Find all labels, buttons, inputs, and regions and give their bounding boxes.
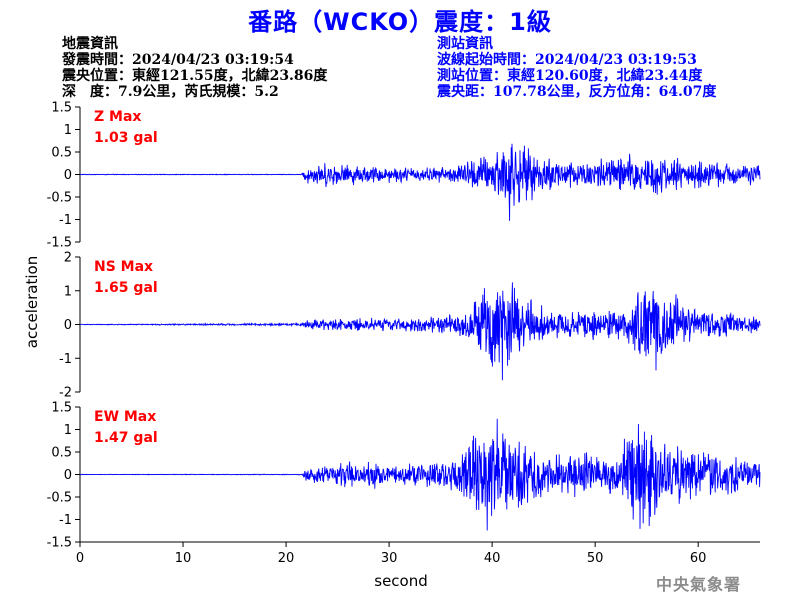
distance-azimuth: 震央距：107.78公里，反方位角：64.07度: [437, 84, 717, 100]
y-tick-label: -2: [59, 386, 72, 401]
x-tick-label: 30: [381, 551, 398, 566]
y-tick-label: -1: [59, 352, 72, 367]
y-tick-label: 1: [64, 123, 72, 138]
y-tick-label: 0.5: [51, 146, 72, 161]
station-info-heading: 測站資訊: [437, 36, 493, 52]
y-tick-label: 1.5: [51, 101, 72, 116]
y-tick-label: -1.5: [47, 536, 72, 551]
max-title-z: Z Max: [94, 109, 141, 125]
max-title-ew: EW Max: [94, 409, 156, 425]
agency-watermark: 中央氣象署: [656, 575, 742, 594]
y-tick-label: -0.5: [47, 491, 72, 506]
station-info: 測站資訊 波線起始時間：2024/04/23 03:19:53 測站位置：東經1…: [437, 36, 716, 100]
x-tick-label: 50: [587, 551, 604, 566]
y-tick-label: -0.5: [47, 191, 72, 206]
y-tick-label: 1: [64, 423, 72, 438]
y-tick-label: -1: [59, 513, 72, 528]
max-value-z: 1.03 gal: [94, 130, 158, 146]
y-tick-label: -1: [59, 213, 72, 228]
max-value-ns: 1.65 gal: [94, 280, 158, 296]
y-tick-label: 0.5: [51, 446, 72, 461]
y-tick-label: 0: [64, 318, 72, 333]
waveform-ns: [79, 282, 761, 381]
depth-magnitude: 深 度：7.9公里，芮氏規模：5.2: [62, 84, 279, 100]
x-tick-label: 60: [690, 551, 707, 566]
earthquake-info-heading: 地震資訊: [62, 36, 118, 52]
epicenter-location: 震央位置：東經121.55度，北緯23.86度: [62, 68, 328, 84]
waveform-ew: [79, 418, 761, 531]
earthquake-info: 地震資訊 發震時間：2024/04/23 03:19:54 震央位置：東經121…: [62, 36, 327, 100]
chart-title: 番路（WCKO）震度：1級: [248, 8, 552, 36]
wave-start-time: 波線起始時間：2024/04/23 03:19:53: [437, 52, 697, 68]
y-tick-label: 2: [64, 251, 72, 266]
x-tick-label: 20: [278, 551, 295, 566]
y-tick-label: -1.5: [47, 236, 72, 251]
y-tick-label: 0: [64, 468, 72, 483]
waveform-z: [79, 143, 761, 221]
x-tick-label: 0: [76, 551, 84, 566]
y-axis-label: acceleration: [23, 256, 41, 348]
x-tick-label: 40: [484, 551, 501, 566]
origin-time: 發震時間：2024/04/23 03:19:54: [62, 52, 294, 68]
y-tick-label: 1: [64, 284, 72, 299]
station-location: 測站位置：東經120.60度，北緯23.44度: [437, 68, 703, 84]
max-value-ew: 1.47 gal: [94, 430, 158, 446]
y-tick-label: 0: [64, 168, 72, 183]
x-tick-label: 10: [175, 551, 192, 566]
max-title-ns: NS Max: [94, 259, 153, 275]
y-tick-label: 1.5: [51, 401, 72, 416]
x-axis-label: second: [374, 572, 428, 590]
